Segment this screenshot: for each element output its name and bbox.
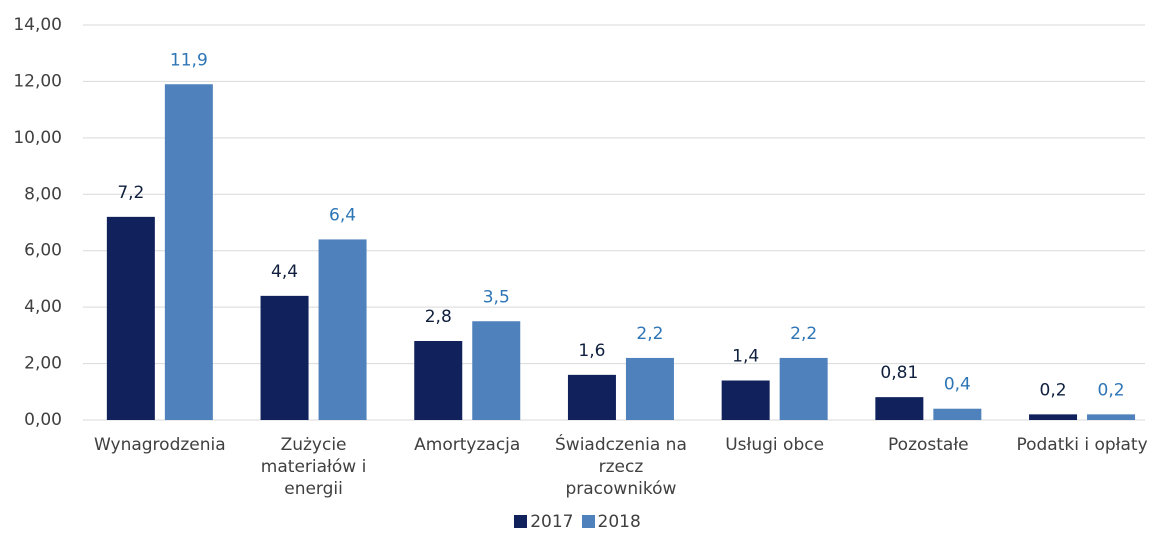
y-tick-label: 2,00 <box>24 354 62 374</box>
data-label: 2,8 <box>425 307 452 327</box>
bar <box>1029 414 1078 420</box>
x-tick-label: Usługi obce <box>725 435 825 455</box>
x-tick-label: Zużycie materiałów i energii <box>260 435 367 499</box>
data-label: 0,2 <box>1098 380 1125 400</box>
y-tick-label: 12,00 <box>13 71 62 91</box>
data-label: 0,2 <box>1040 380 1067 400</box>
data-label: 11,9 <box>170 50 208 70</box>
data-label: 2,2 <box>636 324 663 344</box>
x-tick-label: Pozostałe <box>888 435 969 455</box>
y-tick-label: 4,00 <box>24 297 62 317</box>
y-tick-label: 8,00 <box>24 184 62 204</box>
bar <box>625 357 674 420</box>
legend-label: 2017 <box>530 512 574 532</box>
bar <box>260 295 309 420</box>
legend-swatch <box>581 515 595 528</box>
y-tick-label: 0,00 <box>24 410 62 430</box>
data-label: 1,4 <box>732 347 759 367</box>
x-tick-label: Świadczenia na rzecz pracowników <box>555 435 687 499</box>
legend-item: 2018 <box>581 512 641 532</box>
bar <box>1087 414 1136 420</box>
bar <box>721 380 770 420</box>
data-label: 4,4 <box>271 262 298 282</box>
data-label: 0,81 <box>880 363 918 383</box>
x-tick-label: Podatki i opłaty <box>1016 435 1148 455</box>
x-tick-label: Wynagrodzenia <box>94 435 226 455</box>
bar <box>318 239 367 420</box>
y-tick-label: 14,00 <box>13 15 62 35</box>
bar <box>933 408 982 420</box>
bar <box>567 374 616 420</box>
bar <box>164 84 213 420</box>
data-label: 1,6 <box>578 341 605 361</box>
bar <box>106 216 155 420</box>
legend-item: 2017 <box>514 512 574 532</box>
y-tick-label: 6,00 <box>24 241 62 261</box>
data-label: 2,2 <box>790 324 817 344</box>
data-label: 3,5 <box>483 287 510 307</box>
bar <box>779 357 828 420</box>
x-tick-label: Amortyzacja <box>414 435 521 455</box>
bar <box>472 321 521 420</box>
legend-swatch <box>514 515 528 528</box>
data-label: 6,4 <box>329 205 356 225</box>
data-label: 0,4 <box>944 375 971 395</box>
y-tick-label: 10,00 <box>13 128 62 148</box>
bar <box>414 341 463 420</box>
bar <box>875 397 924 420</box>
data-label: 7,2 <box>117 183 144 203</box>
legend: 2017 2018 <box>0 512 1155 532</box>
legend-label: 2018 <box>597 512 641 532</box>
